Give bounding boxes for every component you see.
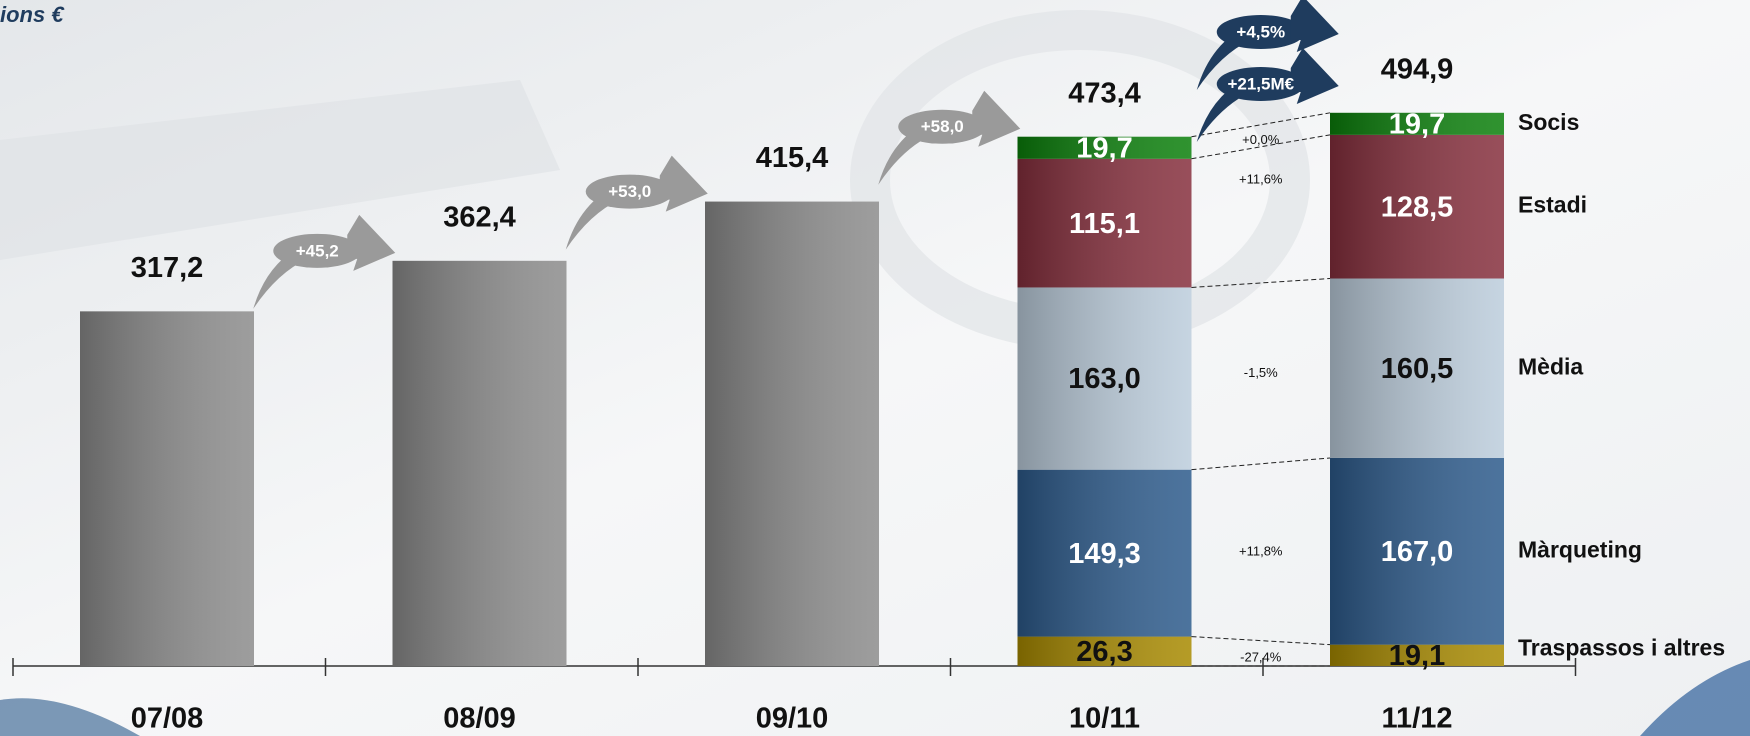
series-name: Màrqueting: [1518, 536, 1642, 562]
arrow-head: [347, 214, 396, 271]
x-tick-label: 11/12: [1382, 703, 1453, 735]
arrow-bubble: [898, 109, 987, 144]
bar-shade: [80, 311, 254, 666]
total-label: 415,4: [756, 142, 829, 174]
change-label: -1,5%: [1244, 365, 1278, 380]
arrow-label: +45,2: [296, 241, 339, 260]
change-label: +0,0%: [1242, 132, 1280, 147]
change-label: -27,4%: [1240, 650, 1282, 665]
arrow-label: +21,5M€: [1227, 74, 1294, 93]
total-label: 362,4: [443, 201, 516, 233]
x-tick-label: 09/10: [756, 703, 829, 735]
connector: [1191, 457, 1331, 471]
connector: [1191, 636, 1331, 646]
series-name: Socis: [1518, 109, 1579, 135]
growth-arrow: +45,2: [253, 214, 396, 309]
arrow-label: +4,5%: [1236, 22, 1285, 41]
arrow-bubble: [273, 233, 362, 268]
growth-arrow: +21,5M€: [1196, 48, 1339, 142]
total-label: 473,4: [1068, 77, 1141, 109]
growth-arrow: +53,0: [565, 155, 708, 250]
arrow-head: [659, 155, 708, 212]
arrow-head: [972, 90, 1021, 147]
segment-label: 26,3: [1076, 636, 1132, 668]
segment-label: 115,1: [1069, 208, 1140, 240]
series-name: Estadi: [1518, 192, 1587, 218]
segment-label: 19,1: [1389, 640, 1445, 672]
bar-shade: [1330, 278, 1504, 458]
bar-shade: [1017, 158, 1192, 288]
arrow-bubble: [1216, 15, 1305, 49]
arrow-bubble: [1216, 67, 1305, 101]
bar-shade: [1330, 134, 1504, 279]
bg-shape: [0, 80, 560, 260]
x-tick-label: 10/11: [1069, 703, 1140, 735]
bar-shade: [392, 260, 567, 666]
connector: [1191, 278, 1331, 288]
arrow-label: +53,0: [608, 182, 651, 201]
segment-label: 19,7: [1076, 132, 1132, 164]
bar-shade: [705, 201, 879, 666]
chart-title: ions €: [0, 2, 65, 27]
series-name: Traspassos i altres: [1518, 634, 1725, 660]
segment-label: 128,5: [1381, 191, 1454, 223]
change-label: +11,8%: [1239, 544, 1283, 559]
bar-shade: [1330, 112, 1504, 135]
bar-shade: [1017, 636, 1192, 666]
arrow-head: [1290, 48, 1339, 104]
segment-label: 167,0: [1381, 536, 1454, 568]
growth-arrow: +4,5%: [1196, 0, 1339, 90]
segment-label: 149,3: [1068, 538, 1141, 570]
x-tick-label: 07/08: [131, 703, 204, 735]
segment-label: 160,5: [1381, 353, 1454, 385]
total-label: 317,2: [131, 252, 204, 284]
segment-label: 163,0: [1068, 363, 1141, 395]
bg-shape: [0, 698, 140, 736]
bg-shape: [1640, 660, 1750, 736]
bar-shade: [1017, 136, 1192, 159]
arrow-bubble: [585, 174, 674, 209]
change-label: +11,6%: [1239, 171, 1283, 186]
x-tick-label: 08/09: [443, 703, 516, 735]
total-label: 494,9: [1381, 53, 1454, 85]
segment-label: 19,7: [1389, 108, 1445, 140]
bar-shade: [1017, 287, 1192, 470]
growth-arrow: +58,0: [878, 90, 1021, 185]
series-name: Mèdia: [1518, 353, 1583, 379]
bar-shade: [1330, 457, 1504, 645]
arrow-head: [1290, 0, 1339, 52]
bar-shade: [1330, 644, 1504, 666]
bar-shade: [1017, 469, 1192, 637]
arrow-label: +58,0: [921, 117, 964, 136]
